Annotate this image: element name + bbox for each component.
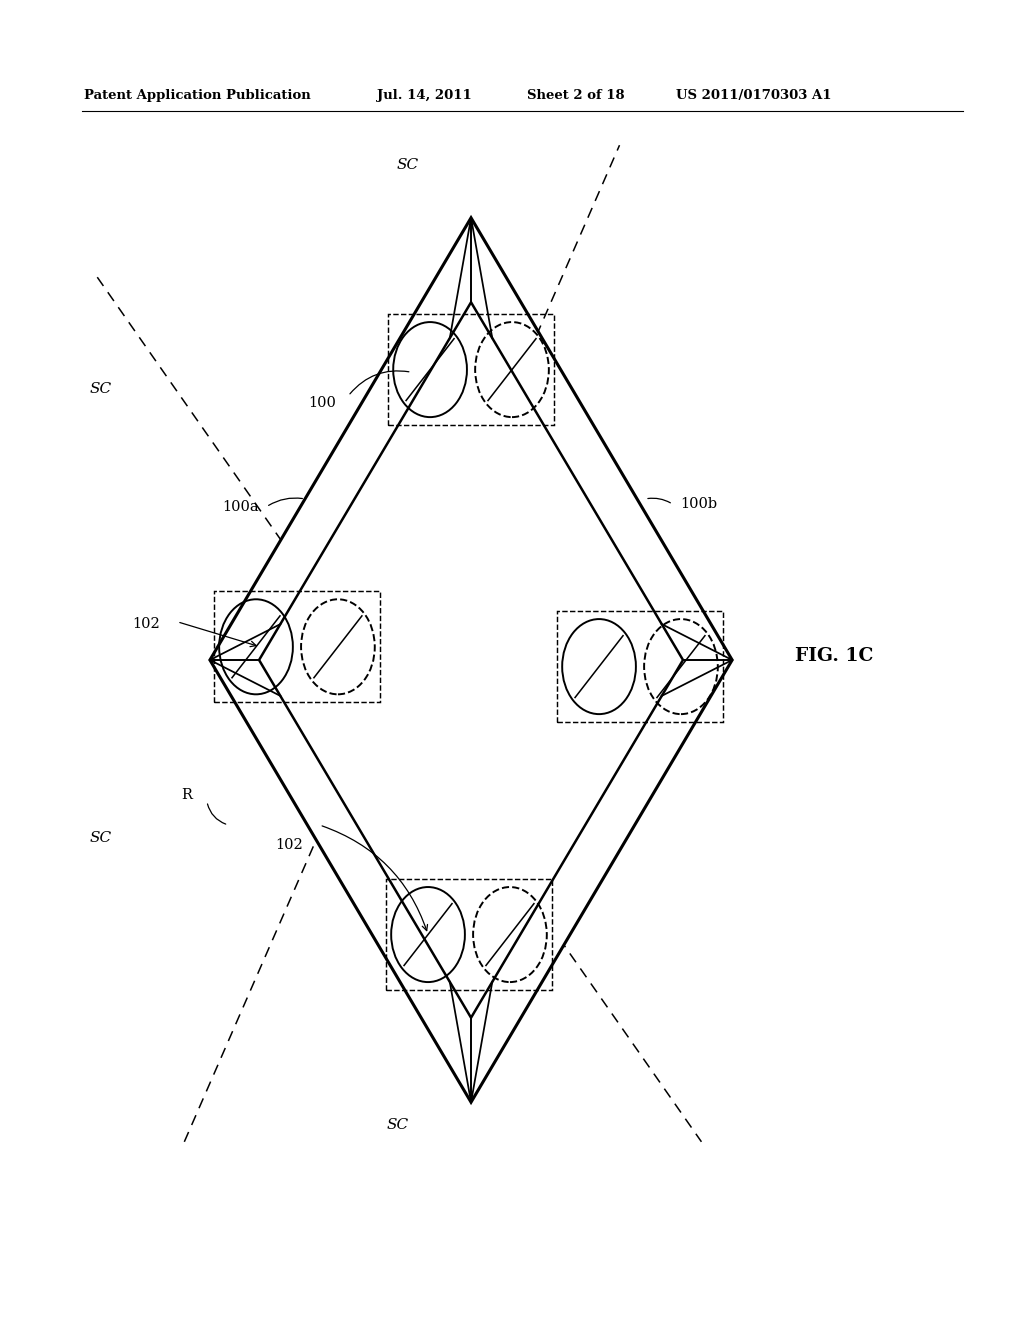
Bar <box>214 591 380 702</box>
Text: 100a: 100a <box>222 500 259 513</box>
Bar <box>557 611 723 722</box>
Text: FIG. 1C: FIG. 1C <box>796 647 873 665</box>
Bar <box>388 314 554 425</box>
Text: Jul. 14, 2011: Jul. 14, 2011 <box>377 88 472 102</box>
Polygon shape <box>259 302 683 1018</box>
Bar <box>386 879 552 990</box>
Text: 100b: 100b <box>680 498 717 511</box>
Text: SC: SC <box>89 383 112 396</box>
Text: Sheet 2 of 18: Sheet 2 of 18 <box>527 88 625 102</box>
Polygon shape <box>210 218 732 1102</box>
Text: 100: 100 <box>308 396 337 409</box>
Text: SC: SC <box>386 1118 409 1131</box>
Text: US 2011/0170303 A1: US 2011/0170303 A1 <box>676 88 831 102</box>
Text: 102: 102 <box>274 838 303 851</box>
Text: SC: SC <box>89 832 112 845</box>
Text: 102: 102 <box>132 618 161 631</box>
Text: R: R <box>181 788 191 801</box>
Text: SC: SC <box>396 158 419 172</box>
Text: Patent Application Publication: Patent Application Publication <box>84 88 310 102</box>
